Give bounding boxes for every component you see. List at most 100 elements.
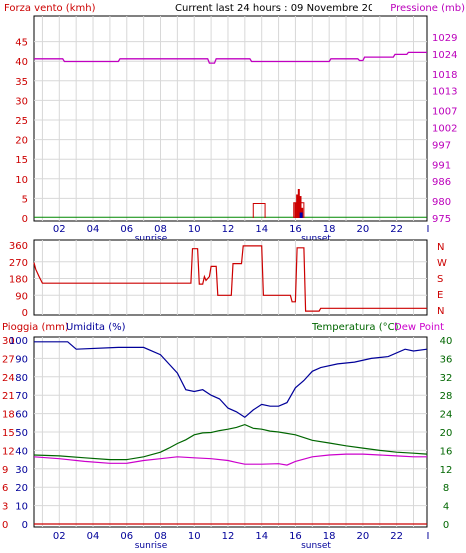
wind-speed-axis: 0 5 10 15 20 25 30 35 40 45 xyxy=(15,38,28,225)
x-tick-label: 06 xyxy=(120,531,133,542)
x-tick-label: 22 xyxy=(390,531,403,542)
humidity-tick-label: 0 xyxy=(22,520,28,531)
x-tick-label: 22 xyxy=(390,224,403,235)
rain-tick-label: 15 xyxy=(2,428,15,439)
chart-title: Current last 24 hours : 09 Novembre 2005 xyxy=(175,3,387,14)
temperature-tick-label: 40 xyxy=(440,336,453,347)
wind-speed-bar xyxy=(294,202,297,218)
temperature-tick-label: 8 xyxy=(443,483,449,494)
x-tick-label: 20 xyxy=(357,224,370,235)
x-tick-label: 12 xyxy=(222,531,235,542)
pressure-line xyxy=(34,51,427,64)
y-right-tick-label: 975 xyxy=(432,214,451,225)
y-right-tick-label: 991 xyxy=(432,160,451,171)
panel3-grid xyxy=(34,337,427,527)
x-tick-label: 04 xyxy=(87,531,100,542)
humidity-tick-label: 40 xyxy=(15,446,28,457)
compass-label: N xyxy=(437,242,444,253)
humidity-tick-label: 50 xyxy=(15,428,28,439)
compass-label: N xyxy=(437,306,444,317)
rain-axis: 0 3 6 9 12 15 18 21 24 27 30 xyxy=(2,336,15,531)
y-tick-label: 180 xyxy=(9,275,28,286)
y-right-tick-label: 1013 xyxy=(432,87,457,98)
sunrise-label-3: sunrise xyxy=(135,541,168,551)
compass-label: E xyxy=(437,290,443,301)
sunrise-label-1: sunrise xyxy=(135,234,168,244)
x-tick-label: 16 xyxy=(289,224,302,235)
sunset-label-3: sunset xyxy=(301,541,331,551)
y-tick-label: 10 xyxy=(15,175,28,186)
temperature-line xyxy=(33,423,428,461)
y-right-tick-label: 1007 xyxy=(432,107,457,118)
x-tick-end: I xyxy=(427,224,430,235)
temperature-tick-label: 32 xyxy=(440,373,453,384)
humidity-axis-label: Umidita (%) xyxy=(66,322,126,333)
humidity-tick-label: 70 xyxy=(15,391,28,402)
x-tick-label: 10 xyxy=(188,224,201,235)
y-tick-label: 20 xyxy=(15,136,28,147)
y-tick-label: 35 xyxy=(15,77,28,88)
y-tick-label: 30 xyxy=(15,96,28,107)
y-right-tick-label: 986 xyxy=(432,177,451,188)
panel2-frame xyxy=(33,239,428,316)
y-tick-label: 45 xyxy=(15,38,28,49)
y-tick-label: 0 xyxy=(22,308,28,319)
pressure-label-backdrop xyxy=(372,0,466,14)
x-tick-label: 04 xyxy=(87,224,100,235)
panel1-x-axis: 02 04 06 08 10 12 14 16 18 20 22 I xyxy=(53,224,430,235)
x-tick-label: 10 xyxy=(188,531,201,542)
humidity-tick-label: 10 xyxy=(15,502,28,513)
humidity-tick-label: 80 xyxy=(15,373,28,384)
y-right-tick-label: 1024 xyxy=(432,50,457,61)
temperature-tick-label: 20 xyxy=(440,428,453,439)
x-tick-label: 12 xyxy=(222,224,235,235)
compass-label: S xyxy=(437,274,443,285)
y-tick-label: 360 xyxy=(9,241,28,252)
rain-tick-label: 30 xyxy=(2,336,15,347)
temperature-tick-label: 12 xyxy=(440,465,453,476)
y-right-tick-label: 997 xyxy=(432,140,451,151)
x-tick-label: 18 xyxy=(323,224,336,235)
rain-tick-label: 24 xyxy=(2,373,15,384)
y-tick-label: 25 xyxy=(15,116,28,127)
x-tick-label: 16 xyxy=(289,531,302,542)
dewpoint-line xyxy=(33,453,427,466)
rain-tick-label: 21 xyxy=(2,391,15,402)
pressure-axis: 975 980 986 991 997 1002 1007 1013 1018 1024 1029 xyxy=(432,33,457,225)
rain-axis-label: Pioggia (mm) xyxy=(2,322,69,333)
rain-tick-label: 3 xyxy=(2,502,8,513)
y-tick-label: 5 xyxy=(22,194,28,205)
x-tick-label: 18 xyxy=(323,531,336,542)
humidity-tick-label: 20 xyxy=(15,483,28,494)
y-right-tick-label: 1002 xyxy=(432,124,457,135)
x-tick-label: 08 xyxy=(154,531,167,542)
y-tick-label: 40 xyxy=(15,57,28,68)
pressure-series xyxy=(34,51,427,64)
x-tick-label: 14 xyxy=(255,224,268,235)
rain-tick-label: 12 xyxy=(2,446,15,457)
wind-average-bar xyxy=(299,212,303,218)
rain-tick-label: 9 xyxy=(2,465,8,476)
wind-direction-line xyxy=(33,245,427,312)
dewpoint-axis-label: Dew Point xyxy=(394,322,444,333)
panel3-series xyxy=(33,341,428,525)
wind-speed-bar xyxy=(297,188,300,218)
y-right-tick-label: 980 xyxy=(432,197,451,208)
temperature-tick-label: 4 xyxy=(443,502,449,513)
temperature-tick-label: 16 xyxy=(440,446,453,457)
x-tick-label: 06 xyxy=(120,224,133,235)
wind-gust-outline xyxy=(252,202,266,218)
y-right-tick-label: 1029 xyxy=(432,33,457,44)
x-tick-label: 14 xyxy=(255,531,268,542)
rain-tick-label: 6 xyxy=(2,483,8,494)
pressure-axis-label: Pressione (mb) xyxy=(390,3,465,14)
y-tick-label: 90 xyxy=(15,291,28,302)
wind-speed-bar xyxy=(299,196,302,218)
x-tick-end: I xyxy=(427,531,430,542)
wind-speed-axis-label: Forza vento (kmh) xyxy=(4,3,96,14)
temperature-tick-label: 24 xyxy=(440,410,453,421)
